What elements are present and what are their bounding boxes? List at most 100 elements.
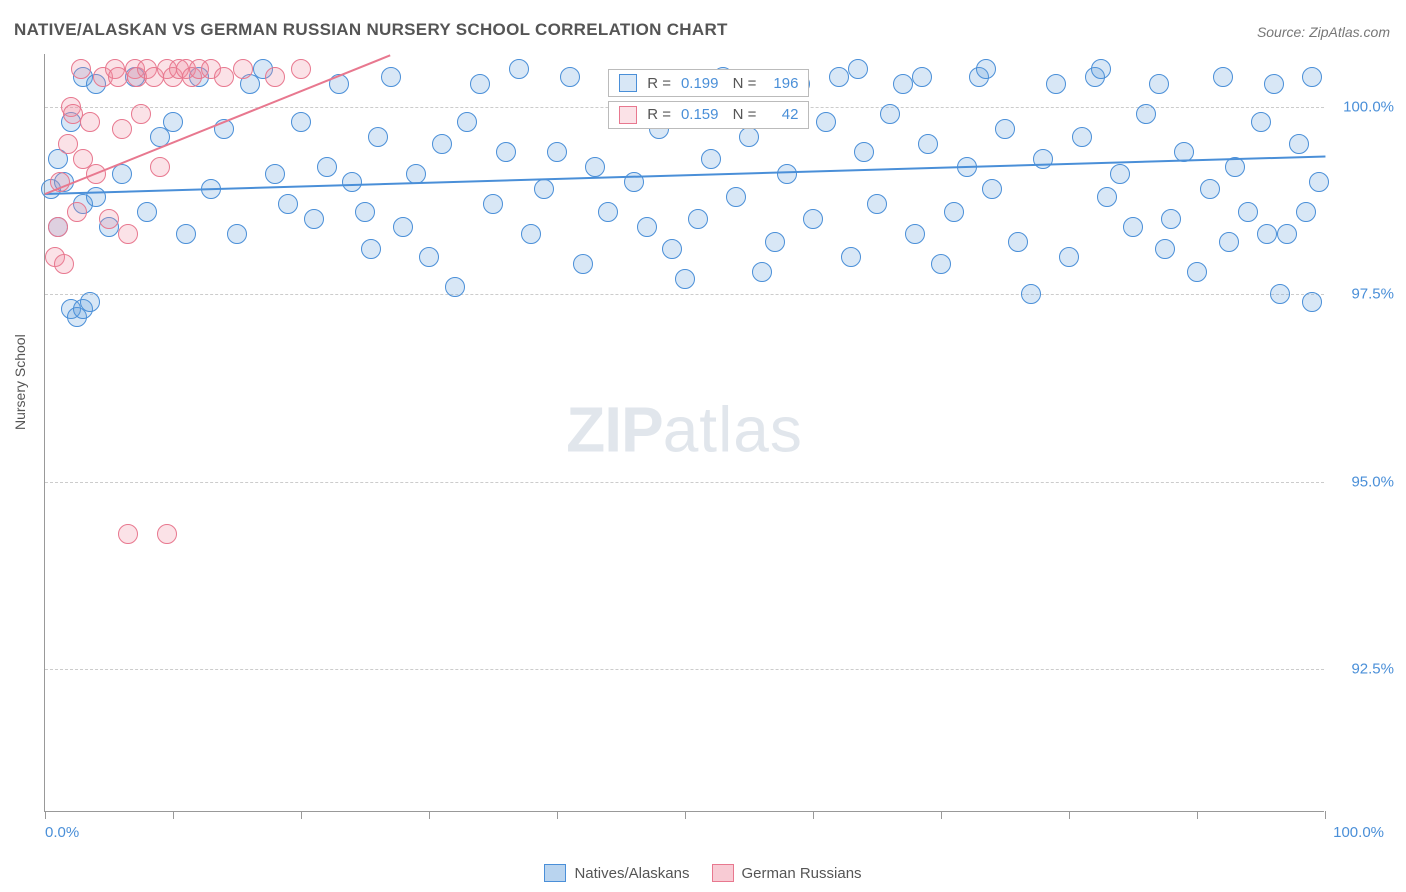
data-point (662, 239, 682, 259)
data-point (355, 202, 375, 222)
data-point (86, 187, 106, 207)
trend-line (45, 155, 1325, 195)
data-point (361, 239, 381, 259)
data-point (1033, 149, 1053, 169)
data-point (227, 224, 247, 244)
data-point (1097, 187, 1117, 207)
data-point (1091, 59, 1111, 79)
data-point (867, 194, 887, 214)
data-point (1289, 134, 1309, 154)
legend-item: Natives/Alaskans (544, 864, 689, 882)
data-point (118, 524, 138, 544)
data-point (905, 224, 925, 244)
data-point (1213, 67, 1233, 87)
data-point (157, 524, 177, 544)
data-point (1155, 239, 1175, 259)
legend: Natives/AlaskansGerman Russians (0, 864, 1406, 882)
data-point (1309, 172, 1329, 192)
data-point (291, 112, 311, 132)
data-point (598, 202, 618, 222)
x-tick (1325, 811, 1326, 819)
x-tick (813, 811, 814, 819)
data-point (816, 112, 836, 132)
data-point (1270, 284, 1290, 304)
data-point (726, 187, 746, 207)
data-point (470, 74, 490, 94)
data-point (457, 112, 477, 132)
data-point (1200, 179, 1220, 199)
stats-box: R =0.199 N =196 (608, 69, 809, 97)
data-point (291, 59, 311, 79)
data-point (1136, 104, 1156, 124)
y-tick-label: 92.5% (1351, 661, 1394, 678)
data-point (1046, 74, 1066, 94)
data-point (265, 67, 285, 87)
data-point (393, 217, 413, 237)
data-point (112, 164, 132, 184)
x-tick (1197, 811, 1198, 819)
data-point (1277, 224, 1297, 244)
r-value: 0.159 (681, 106, 719, 123)
data-point (848, 59, 868, 79)
gridline (45, 294, 1324, 295)
data-point (432, 134, 452, 154)
data-point (931, 254, 951, 274)
data-point (67, 202, 87, 222)
data-point (80, 112, 100, 132)
data-point (496, 142, 516, 162)
data-point (131, 104, 151, 124)
x-tick (45, 811, 46, 819)
data-point (547, 142, 567, 162)
data-point (483, 194, 503, 214)
data-point (912, 67, 932, 87)
data-point (1238, 202, 1258, 222)
data-point (163, 112, 183, 132)
data-point (1072, 127, 1092, 147)
data-point (982, 179, 1002, 199)
data-point (765, 232, 785, 252)
data-point (1059, 247, 1079, 267)
data-point (419, 247, 439, 267)
data-point (803, 209, 823, 229)
x-tick (685, 811, 686, 819)
r-value: 0.199 (681, 75, 719, 92)
data-point (637, 217, 657, 237)
data-point (137, 202, 157, 222)
legend-swatch (712, 864, 734, 882)
data-point (752, 262, 772, 282)
chart-title: NATIVE/ALASKAN VS GERMAN RUSSIAN NURSERY… (14, 20, 728, 40)
n-label: N = (729, 75, 757, 92)
data-point (893, 74, 913, 94)
data-point (381, 67, 401, 87)
series-swatch (619, 106, 637, 124)
data-point (99, 209, 119, 229)
data-point (521, 224, 541, 244)
data-point (829, 67, 849, 87)
y-axis-title: Nursery School (12, 334, 28, 430)
data-point (317, 157, 337, 177)
watermark: ZIPatlas (566, 392, 803, 466)
x-tick (173, 811, 174, 819)
data-point (1257, 224, 1277, 244)
data-point (304, 209, 324, 229)
data-point (560, 67, 580, 87)
y-tick-label: 97.5% (1351, 286, 1394, 303)
data-point (58, 134, 78, 154)
data-point (1219, 232, 1239, 252)
series-swatch (619, 74, 637, 92)
data-point (214, 67, 234, 87)
x-tick (941, 811, 942, 819)
source-label: Source: ZipAtlas.com (1257, 24, 1390, 40)
y-tick-label: 100.0% (1343, 98, 1394, 115)
data-point (118, 224, 138, 244)
x-min-label: 0.0% (45, 824, 79, 841)
data-point (1187, 262, 1207, 282)
data-point (1161, 209, 1181, 229)
data-point (509, 59, 529, 79)
data-point (854, 142, 874, 162)
scatter-plot: ZIPatlas 92.5%95.0%97.5%100.0%0.0%100.0%… (44, 54, 1324, 812)
data-point (1149, 74, 1169, 94)
data-point (368, 127, 388, 147)
data-point (150, 157, 170, 177)
x-max-label: 100.0% (1333, 824, 1384, 841)
